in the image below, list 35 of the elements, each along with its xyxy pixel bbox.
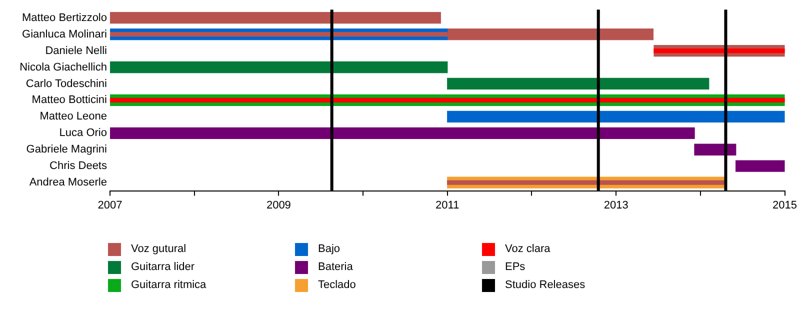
y-tick-label: Chris Deets [50,160,108,172]
legend-label: Teclado [318,279,356,291]
x-tick-label: 2013 [604,199,628,212]
legend-label: Bajo [318,243,340,255]
legend-label: Voz gutural [131,243,186,255]
legend-label: Guitarra lider [131,261,195,273]
y-tick-label: Nicola Giachellich [20,61,107,74]
legend-label: Studio Releases [505,279,586,291]
y-tick-label: Gabriele Magrini [26,144,107,156]
bar [654,48,785,54]
bar [447,110,785,123]
bar [110,98,785,103]
y-tick-label: Daniele Nelli [45,44,107,57]
x-tick-label: 2009 [266,199,291,212]
bar [110,61,448,74]
y-tick-label: Gianluca Molinari [22,28,107,40]
x-tick-label: 2015 [772,199,798,212]
x-tick-label: 2007 [98,199,122,212]
y-tick-label: Carlo Todeschini [26,78,107,90]
bar [110,12,441,24]
y-tick-label: Matteo Botticini [32,94,107,106]
bar [110,127,695,139]
y-tick-label: Andrea Moserle [29,176,107,189]
legend-label: Bateria [318,261,353,273]
legend-label: Voz clara [505,243,550,255]
legend-label: Guitarra ritmica [131,279,206,291]
y-tick-label: Matteo Leone [40,110,107,123]
bar [447,78,710,90]
legend-label: EPs [505,261,526,273]
bar [736,160,785,172]
bar [447,180,724,185]
y-tick-label: Matteo Bertizzolo [22,12,107,24]
y-tick-label: Luca Orio [59,127,107,140]
bar [694,144,736,156]
x-tick-label: 2011 [436,199,460,212]
